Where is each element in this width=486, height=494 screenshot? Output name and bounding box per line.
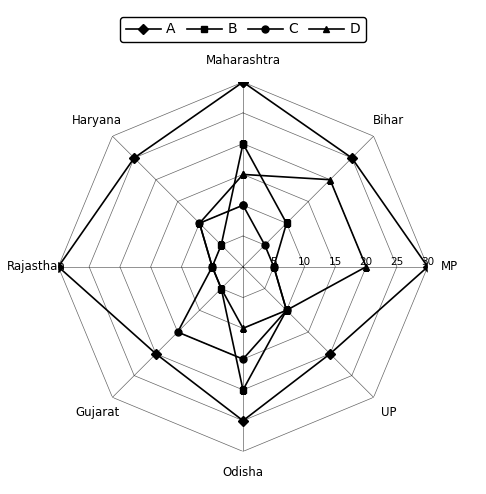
Text: 10: 10	[298, 257, 311, 267]
Text: 30: 30	[421, 257, 434, 267]
Text: 5: 5	[271, 257, 277, 267]
Legend: A, B, C, D: A, B, C, D	[121, 17, 365, 42]
Text: 25: 25	[390, 257, 403, 267]
Text: 15: 15	[329, 257, 342, 267]
Text: 20: 20	[360, 257, 373, 267]
